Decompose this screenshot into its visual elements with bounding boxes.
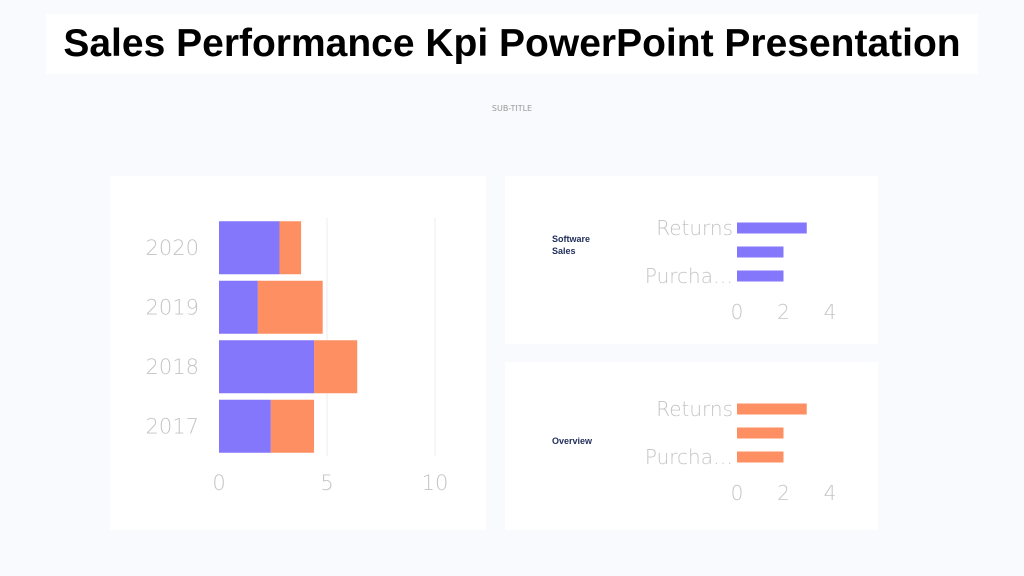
bar-Purcha-s0	[737, 270, 784, 282]
page-title: Sales Performance Kpi PowerPoint Present…	[46, 14, 978, 74]
x-tick-label: 2	[777, 300, 790, 324]
bar-2020-s0	[219, 221, 280, 275]
bar-Purcha-s0	[737, 451, 784, 463]
bar-2019-s1	[257, 280, 323, 334]
bar-2018-s0	[219, 340, 315, 394]
bar-Returns-s0	[737, 403, 807, 415]
bar-chart-overview: 0 2 4 Returns Purcha…	[645, 397, 837, 505]
x-tick-label: 4	[824, 481, 837, 505]
bar-Returns-s0	[737, 222, 807, 234]
bar-2017-s1	[270, 399, 315, 453]
y-tick-label: 2017	[146, 415, 199, 439]
y-tick-label: 2019	[146, 296, 199, 320]
y-tick-label: Purcha…	[645, 445, 733, 469]
y-tick-label: Returns	[656, 216, 733, 240]
bar--s0	[737, 246, 784, 258]
bar-2018-s1	[314, 340, 358, 394]
subtitle: SUB-TITLE	[491, 104, 533, 113]
x-tick-label: 0	[212, 471, 225, 495]
x-tick-label: 10	[422, 471, 449, 495]
x-tick-label: 0	[731, 300, 744, 324]
bar--s0	[737, 427, 784, 439]
x-tick-label: 0	[731, 481, 744, 505]
stacked-bar-chart: 0 5 10 2020 2019 2018 2017	[146, 218, 449, 495]
chart-panel-overview: Overview 0 2 4 Returns Purcha…	[505, 362, 878, 530]
bar-chart-software-sales: 0 2 4 Returns Purcha…	[645, 216, 837, 324]
chart-title: Overview	[552, 436, 593, 446]
bar-2017-s0	[219, 399, 271, 453]
y-tick-label: Returns	[656, 397, 733, 421]
bar-2019-s0	[219, 280, 258, 334]
y-tick-label: 2018	[146, 355, 199, 379]
bar-2020-s1	[279, 221, 302, 275]
x-tick-label: 5	[320, 471, 333, 495]
chart-panel-years: 0 5 10 2020 2019 2018 2017	[110, 176, 486, 530]
x-tick-label: 2	[777, 481, 790, 505]
x-tick-label: 4	[824, 300, 837, 324]
chart-panel-software-sales: Software Sales 0 2 4 Returns Purcha…	[505, 176, 878, 344]
y-tick-label: Purcha…	[645, 264, 733, 288]
y-tick-label: 2020	[146, 236, 199, 260]
chart-title: Software Sales	[552, 234, 591, 256]
